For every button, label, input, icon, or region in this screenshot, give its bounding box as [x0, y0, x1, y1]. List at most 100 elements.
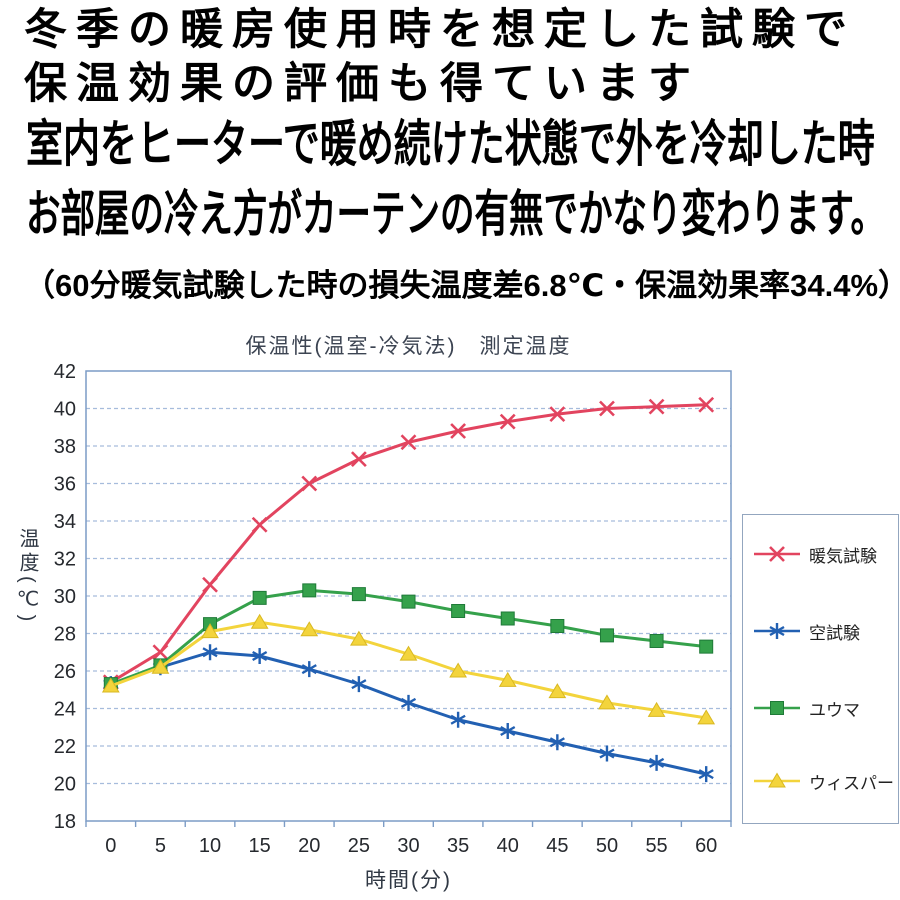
- y-tick-label: 38: [54, 436, 76, 458]
- y-axis-title: 温度(℃): [16, 528, 38, 626]
- chart-legend: 暖気試験空試験ユウマウィスパー: [742, 514, 899, 824]
- marker-x: [301, 475, 318, 492]
- marker-asterisk: [500, 723, 516, 739]
- x-tick-label: 60: [695, 835, 717, 857]
- series-square: [103, 583, 714, 692]
- heading-line-4: お部屋の冷え方がカーテンの有無でかなり変わります。: [26, 186, 886, 242]
- chart-title: 保温性(温室-冷気法) 測定温度: [245, 335, 572, 358]
- marker-asterisk: [698, 766, 714, 783]
- marker-x: [698, 396, 715, 413]
- marker-square: [451, 604, 466, 618]
- legend-label: ユウマ: [809, 700, 860, 720]
- legend-label: 暖気試験: [809, 546, 877, 566]
- marker-x: [769, 546, 785, 562]
- x-tick-label: 25: [348, 835, 370, 857]
- x-tick-label: 0: [105, 835, 116, 857]
- marker-triangle: [250, 613, 269, 629]
- plot-border: [85, 370, 732, 822]
- x-axis-title: 時間(分): [365, 869, 452, 892]
- series-triangle: [101, 613, 716, 725]
- marker-triangle: [548, 683, 567, 699]
- y-tick-label: 22: [54, 736, 76, 758]
- marker-asterisk: [351, 676, 367, 693]
- legend-marker-x: [754, 546, 800, 562]
- legend-label: ウィスパー: [809, 773, 894, 793]
- y-tick-label: 30: [54, 586, 76, 608]
- marker-x: [400, 434, 417, 451]
- heading-line-1: 冬季の暖房使用時を想定した試験で: [24, 6, 856, 54]
- heading-note: （60分暖気試験した時の損失温度差6.8℃・保温効果率34.4%）: [24, 268, 900, 303]
- gridlines: [86, 407, 731, 785]
- legend-item: ユウマ: [753, 698, 860, 720]
- marker-x: [499, 413, 516, 430]
- y-tick-labels: 18 20 22 24 26 28 30 32 34 36 38 40 42: [54, 361, 76, 833]
- y-tick-label: 18: [54, 811, 76, 833]
- marker-x: [648, 398, 665, 415]
- marker-triangle: [449, 662, 467, 678]
- y-tick-label: 40: [54, 399, 76, 421]
- series-x: [102, 396, 715, 691]
- marker-square: [599, 628, 614, 643]
- y-tick-label: 24: [54, 699, 76, 721]
- y-tick-label: 36: [54, 474, 76, 496]
- marker-asterisk: [301, 661, 317, 678]
- x-tick-label: 40: [497, 835, 519, 857]
- marker-square: [302, 583, 317, 598]
- marker-asterisk: [400, 694, 417, 711]
- x-tick-label: 30: [397, 835, 419, 857]
- marker-triangle: [647, 701, 666, 717]
- marker-square: [699, 639, 714, 654]
- x-axis-ticks: [85, 821, 732, 827]
- marker-x: [202, 576, 218, 593]
- marker-square: [649, 634, 664, 648]
- marker-triangle: [399, 645, 418, 661]
- x-tick-label: 45: [546, 835, 568, 857]
- marker-square: [770, 701, 784, 715]
- legend-marker-asterisk: [754, 623, 800, 639]
- x-tick-label: 55: [645, 835, 667, 857]
- marker-asterisk: [450, 711, 466, 728]
- marker-square: [550, 619, 565, 633]
- marker-square: [500, 611, 515, 626]
- legend-item: ウィスパー: [753, 771, 894, 793]
- y-tick-label: 26: [54, 661, 76, 683]
- marker-x: [350, 451, 367, 468]
- legend-marker-triangle: [754, 772, 800, 788]
- x-tick-label: 35: [447, 835, 469, 857]
- marker-x: [549, 406, 566, 423]
- heading-line-3: 室内をヒーターで暖め続けた状態で外を冷却した時: [26, 116, 875, 172]
- marker-triangle: [768, 772, 786, 788]
- y-tick-label: 32: [54, 549, 76, 571]
- marker-triangle: [350, 630, 368, 646]
- x-tick-label: 20: [298, 835, 320, 857]
- marker-triangle: [598, 694, 616, 710]
- marker-x: [450, 423, 467, 439]
- marker-triangle: [300, 621, 319, 637]
- marker-triangle: [201, 623, 219, 639]
- marker-asterisk: [648, 754, 665, 771]
- marker-square: [252, 590, 267, 605]
- x-tick-label: 5: [155, 835, 166, 857]
- marker-x: [251, 516, 268, 533]
- marker-triangle: [697, 709, 716, 725]
- marker-triangle: [498, 671, 517, 687]
- x-tick-label: 15: [249, 835, 271, 857]
- y-tick-label: 34: [54, 511, 76, 533]
- heading-line-2: 保温効果の評価も得ています: [24, 60, 700, 108]
- legend-item: 空試験: [753, 621, 860, 643]
- marker-asterisk: [252, 648, 268, 664]
- x-tick-label: 10: [199, 835, 221, 857]
- marker-asterisk: [769, 623, 785, 639]
- marker-x: [152, 644, 169, 661]
- marker-x: [599, 400, 615, 417]
- marker-asterisk: [549, 734, 565, 751]
- marker-asterisk: [202, 644, 218, 661]
- marker-square: [351, 587, 366, 602]
- y-tick-label: 42: [54, 361, 76, 383]
- marker-asterisk: [599, 745, 615, 762]
- x-tick-label: 50: [596, 835, 618, 857]
- marker-triangle: [101, 677, 120, 693]
- legend-marker-square: [754, 701, 800, 715]
